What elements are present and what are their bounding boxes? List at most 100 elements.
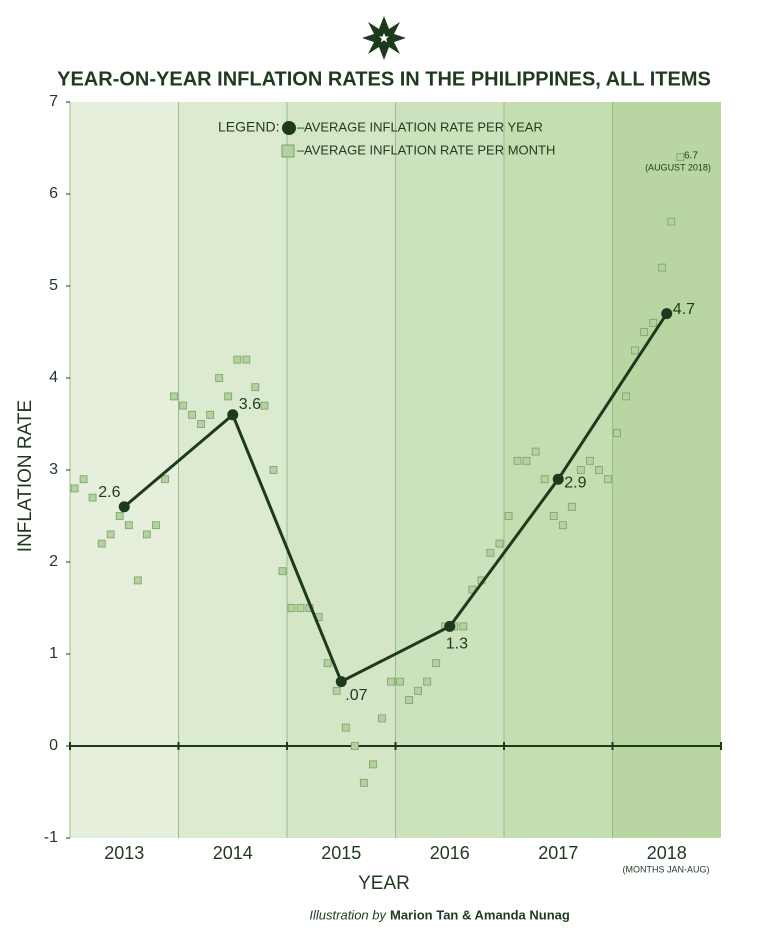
monthly-point	[432, 659, 441, 668]
monthly-point	[79, 475, 88, 484]
monthly-point	[649, 318, 658, 327]
data-label: 4.7	[673, 301, 695, 318]
legend-title: LEGEND:	[218, 119, 279, 135]
y-tick-label: 4	[49, 369, 58, 386]
monthly-point	[142, 530, 151, 539]
monthly-point	[188, 410, 196, 419]
monthly-point	[197, 420, 205, 428]
monthly-point	[549, 512, 558, 520]
monthly-point	[595, 466, 603, 474]
monthly-point	[206, 410, 215, 419]
credit-prefix: Illustration by	[309, 907, 387, 922]
monthly-point	[106, 530, 115, 539]
monthly-point	[133, 576, 142, 585]
monthly-point	[604, 475, 612, 484]
yearly-point	[118, 501, 130, 513]
monthly-point	[287, 604, 296, 612]
monthly-point	[531, 447, 540, 456]
monthly-point	[233, 355, 242, 364]
monthly-point	[504, 512, 513, 520]
monthly-point	[97, 539, 106, 548]
monthly-point	[350, 742, 359, 750]
monthly-point	[278, 567, 287, 576]
monthly-point	[613, 429, 621, 438]
year-band	[178, 102, 287, 838]
legend-label: AVERAGE INFLATION RATE PER YEAR	[304, 119, 543, 134]
monthly-point	[667, 217, 676, 226]
year-band	[612, 102, 721, 838]
monthly-point	[124, 521, 133, 530]
data-label: 3.6	[239, 396, 261, 413]
monthly-point	[70, 484, 79, 493]
monthly-point	[558, 521, 567, 530]
year-band	[70, 102, 179, 838]
monthly-point	[622, 392, 630, 401]
monthly-point	[296, 604, 305, 612]
monthly-point	[115, 512, 124, 520]
legend-marker	[281, 144, 295, 158]
yearly-line	[123, 312, 669, 684]
monthly-point	[567, 502, 576, 511]
annotation: (AUGUST 2018)	[645, 162, 711, 172]
monthly-point	[242, 355, 251, 364]
monthly-point	[161, 475, 169, 484]
yearly-point	[661, 308, 673, 320]
monthly-point	[152, 521, 160, 530]
monthly-point	[224, 392, 233, 401]
y-tick-label: 0	[49, 737, 58, 754]
chart-title: YEAR-ON-YEAR INFLATION RATES IN THE PHIL…	[57, 68, 711, 90]
yearly-point	[444, 620, 456, 632]
data-label: 1.3	[446, 636, 468, 653]
monthly-point	[369, 760, 377, 769]
yearly-point	[335, 676, 347, 688]
x-note: (MONTHS JAN-AUG)	[623, 864, 710, 874]
y-tick-label: -1	[44, 829, 58, 846]
data-label: .07	[345, 687, 367, 704]
monthly-point	[586, 456, 594, 465]
year-band	[287, 102, 396, 838]
monthly-point	[332, 686, 341, 695]
yearly-point	[552, 473, 564, 485]
y-tick-label: 6	[49, 185, 58, 202]
monthly-point	[269, 466, 278, 474]
monthly-point	[513, 456, 522, 465]
data-label: 2.9	[564, 474, 586, 491]
legend-marker	[282, 121, 296, 135]
y-tick-label: 3	[49, 461, 58, 478]
y-tick-label: 7	[49, 93, 58, 110]
yearly-point	[227, 409, 239, 421]
monthly-point	[576, 466, 585, 474]
x-tick-label: 2015	[321, 843, 361, 863]
year-band	[504, 102, 613, 838]
plot-area	[66, 101, 722, 839]
y-tick-label: 1	[49, 645, 58, 662]
y-tick-label: 2	[49, 553, 58, 570]
y-tick-label: 5	[49, 277, 58, 294]
monthly-point	[179, 401, 187, 410]
y-axis-label: INFLATION RATE	[15, 400, 36, 552]
monthly-point	[260, 401, 269, 410]
monthly-point	[495, 539, 504, 548]
monthly-point	[341, 723, 350, 732]
monthly-point	[405, 696, 413, 704]
monthly-point	[378, 714, 386, 723]
legend-dash: –	[297, 142, 305, 157]
x-tick-label: 2014	[213, 843, 253, 863]
monthly-point	[88, 493, 97, 502]
monthly-point	[459, 622, 468, 631]
monthly-point	[631, 346, 639, 355]
logo	[362, 16, 406, 60]
monthly-point	[323, 659, 332, 668]
annotation: 6.7	[684, 151, 698, 162]
data-label: 2.6	[98, 484, 120, 501]
monthly-point	[522, 456, 531, 465]
monthly-point	[251, 383, 260, 392]
monthly-point	[170, 392, 178, 401]
monthly-point	[658, 263, 667, 272]
x-tick-label: 2016	[430, 843, 470, 863]
monthly-point	[486, 548, 495, 557]
monthly-point	[215, 374, 224, 382]
year-band	[395, 102, 504, 838]
x-tick-label: 2013	[104, 843, 144, 863]
